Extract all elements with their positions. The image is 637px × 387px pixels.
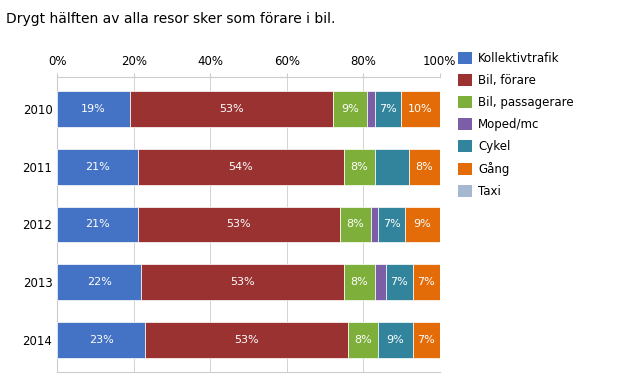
Bar xyxy=(141,264,344,300)
Bar xyxy=(130,91,333,127)
Text: 8%: 8% xyxy=(347,219,364,229)
Bar xyxy=(409,149,440,185)
Legend: Kollektivtrafik, Bil, förare, Bil, passagerare, Moped/mc, Cykel, Gång, Taxi: Kollektivtrafik, Bil, förare, Bil, passa… xyxy=(458,52,574,198)
Text: 7%: 7% xyxy=(417,277,435,287)
Text: 19%: 19% xyxy=(82,104,106,114)
Bar xyxy=(375,91,401,127)
Bar xyxy=(57,322,145,358)
Bar xyxy=(145,322,348,358)
Text: 8%: 8% xyxy=(350,162,368,172)
Text: 54%: 54% xyxy=(229,162,253,172)
Bar xyxy=(340,207,371,242)
Bar xyxy=(375,264,386,300)
Text: 7%: 7% xyxy=(390,277,408,287)
Bar xyxy=(344,264,375,300)
Bar xyxy=(138,149,344,185)
Text: 9%: 9% xyxy=(341,104,359,114)
Text: 53%: 53% xyxy=(227,219,251,229)
Bar xyxy=(378,207,405,242)
Bar xyxy=(57,207,138,242)
Bar xyxy=(375,149,409,185)
Bar xyxy=(413,264,440,300)
Bar xyxy=(333,91,367,127)
Text: 7%: 7% xyxy=(379,104,397,114)
Text: 9%: 9% xyxy=(387,335,404,345)
Bar xyxy=(386,264,413,300)
Bar xyxy=(348,322,378,358)
Text: 7%: 7% xyxy=(383,219,401,229)
Text: 53%: 53% xyxy=(231,277,255,287)
Text: 53%: 53% xyxy=(219,104,243,114)
Bar xyxy=(57,149,138,185)
Text: 8%: 8% xyxy=(354,335,372,345)
Bar xyxy=(405,207,440,242)
Bar xyxy=(344,149,375,185)
Bar xyxy=(440,149,470,185)
Text: 7%: 7% xyxy=(417,335,435,345)
Text: 8%: 8% xyxy=(350,277,368,287)
Bar xyxy=(57,264,141,300)
Text: 22%: 22% xyxy=(87,277,112,287)
Text: 53%: 53% xyxy=(234,335,259,345)
Bar xyxy=(367,91,375,127)
Bar xyxy=(57,91,130,127)
Text: 23%: 23% xyxy=(89,335,113,345)
Text: 21%: 21% xyxy=(85,162,110,172)
Bar xyxy=(413,322,440,358)
Bar xyxy=(138,207,340,242)
Text: 9%: 9% xyxy=(413,219,431,229)
Bar xyxy=(371,207,378,242)
Bar xyxy=(401,91,440,127)
Text: 8%: 8% xyxy=(415,162,433,172)
Bar xyxy=(378,322,413,358)
Text: 21%: 21% xyxy=(85,219,110,229)
Text: 10%: 10% xyxy=(408,104,433,114)
Text: Drygt hälften av alla resor sker som förare i bil.: Drygt hälften av alla resor sker som för… xyxy=(6,12,336,26)
